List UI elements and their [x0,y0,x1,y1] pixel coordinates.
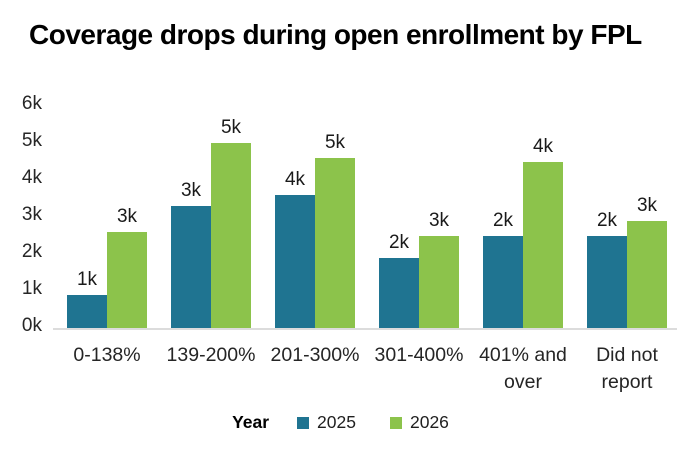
data-label: 2k [388,231,410,253]
x-axis-labels: 0-138% 139-200% 201-300% 301-400% 401% and o… [55,342,679,396]
bar-2026: 4k [523,136,563,328]
data-label: 1k [76,268,98,290]
legend-items: 2025 2026 [297,412,449,433]
legend-item-2026: 2026 [389,412,449,433]
plot-area: 1k 3k 3k 5k 4k 5k 2k 3k 2k 4k 2k 3k [55,106,679,328]
bar-2026: 3k [419,210,459,328]
data-label: 4k [532,135,554,157]
bar-2026: 3k [107,206,147,328]
legend-swatch-icon [389,416,402,429]
bar-2026: 5k [315,132,355,328]
bar-group: 1k 3k [55,106,159,328]
bar-2025: 2k [587,210,627,328]
bar-2025: 2k [379,232,419,328]
y-tick-label: 5k [21,130,42,151]
bar-2026: 3k [627,195,667,328]
bar-2025: 4k [275,169,315,328]
bar-2025: 2k [483,210,523,328]
y-tick-label: 1k [21,278,42,299]
x-axis-category-label: 401% and over [479,344,567,393]
x-axis-category-label: 301-400% [374,344,464,366]
data-label: 3k [428,209,450,231]
bar-group: 2k 3k [367,106,471,328]
legend-title: Year [232,412,270,432]
y-tick-label: 0k [21,315,42,336]
y-axis: 0k 1k 2k 3k 4k 5k 6k [0,0,46,345]
y-tick-label: 4k [21,167,42,188]
data-label: 3k [116,205,138,227]
bar-group: 4k 5k [263,106,367,328]
x-axis-line [53,328,677,330]
bar-group: 3k 5k [159,106,263,328]
chart-title: Coverage drops during open enrollment by… [29,19,642,50]
legend-item-label: 2025 [317,412,356,432]
x-axis-category-label: Did not report [596,344,658,393]
y-tick-label: 6k [21,93,42,114]
data-label: 5k [220,117,242,138]
data-label: 2k [596,209,618,231]
bar-group: 2k 4k [471,106,575,328]
x-axis-category-label: 201-300% [270,344,360,366]
legend-item-2025: 2025 [297,412,356,433]
bar-2025: 3k [171,180,211,328]
bar-2026: 5k [211,117,251,328]
legend-item-label: 2026 [409,412,449,432]
data-label: 3k [636,194,658,216]
bar-group: 2k 3k [575,106,679,328]
data-label: 4k [284,168,306,190]
data-label: 3k [180,179,202,201]
legend: Year 2025 2026 [0,412,681,433]
x-axis-category-label: 139-200% [166,344,256,366]
bar-2025: 1k [67,269,107,328]
x-axis-category-label: 0-138% [73,344,141,366]
data-label: 5k [324,131,346,153]
y-tick-label: 2k [21,241,42,262]
data-label: 2k [492,209,514,231]
y-tick-label: 3k [21,204,42,225]
legend-swatch-icon [297,416,310,429]
